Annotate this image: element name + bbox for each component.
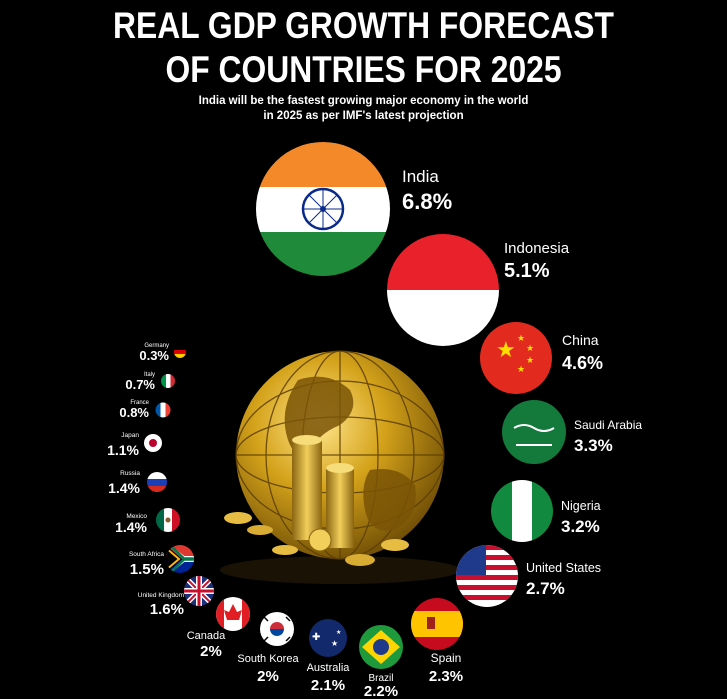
france-flag [155, 402, 171, 418]
country-name-france: France [130, 400, 149, 406]
mexico-flag [156, 508, 180, 532]
china-flag: ★ ★ ★ ★ ★ [480, 322, 552, 394]
nigeria-flag [491, 480, 553, 542]
flag-layer: ★ ★ ★ ★ ★ [144, 142, 566, 669]
south-korea-flag [260, 612, 294, 646]
svg-text:★: ★ [517, 365, 525, 375]
brazil-flag [359, 625, 403, 669]
country-name-united-kingdom: United Kingdom [138, 592, 184, 599]
russia-flag [147, 472, 167, 492]
country-name-japan: Japan [121, 432, 139, 439]
indonesia-flag [387, 234, 499, 346]
japan-flag [144, 434, 162, 452]
growth-value-south-africa: 1.5% [130, 561, 164, 578]
australia-flag: ✚ ★ ★ [309, 619, 347, 657]
growth-value-france: 0.8% [119, 405, 149, 420]
svg-text:★: ★ [517, 334, 525, 344]
svg-text:★: ★ [526, 344, 534, 354]
growth-value-canada: 2% [200, 643, 222, 660]
country-name-italy: Italy [144, 372, 155, 378]
country-name-russia: Russia [120, 470, 140, 477]
united-states-flag [456, 545, 518, 607]
growth-value-italy: 0.7% [125, 377, 155, 392]
svg-text:★: ★ [331, 639, 338, 648]
growth-value-japan: 1.1% [107, 442, 139, 458]
growth-value-united-states: 2.7% [526, 579, 565, 598]
svg-text:★: ★ [496, 338, 516, 363]
growth-value-india: 6.8% [402, 189, 452, 214]
growth-value-saudi-arabia: 3.3% [574, 436, 613, 455]
south-africa-flag [166, 545, 194, 573]
country-name-australia: Australia [307, 662, 351, 674]
country-name-south-korea: South Korea [237, 653, 299, 665]
country-name-india: India [402, 167, 439, 186]
country-name-canada: Canada [187, 630, 226, 642]
growth-value-germany: 0.3% [139, 348, 169, 363]
united-kingdom-flag [184, 576, 214, 606]
growth-value-indonesia: 5.1% [504, 260, 550, 282]
canada-flag [216, 597, 250, 631]
country-name-brazil: Brazil [368, 673, 393, 684]
title-line-1: REAL GDP GROWTH FORECAST [113, 5, 614, 46]
growth-value-united-kingdom: 1.6% [150, 601, 184, 618]
svg-text:★: ★ [336, 629, 341, 636]
country-labels: India 6.8% Indonesia 5.1% China 4.6% Saudi Ara… [107, 167, 642, 699]
growth-value-china: 4.6% [562, 353, 603, 373]
growth-value-australia: 2.1% [311, 677, 345, 694]
country-name-spain: Spain [431, 651, 462, 665]
country-name-saudi-arabia: Saudi Arabia [574, 418, 642, 432]
svg-text:✚: ✚ [312, 632, 320, 643]
subtitle-line-2: in 2025 as per IMF's latest projection [263, 110, 464, 122]
chart-title: REAL GDP GROWTH FORECAST OF COUNTRIES FO… [51, 4, 676, 92]
growth-value-russia: 1.4% [108, 480, 140, 496]
india-flag [256, 142, 390, 276]
country-name-indonesia: Indonesia [504, 240, 570, 257]
growth-value-spain: 2.3% [429, 668, 463, 685]
country-name-united-states: United States [526, 561, 601, 575]
italy-flag [161, 374, 175, 388]
country-name-south-africa: South Africa [129, 551, 164, 558]
growth-value-nigeria: 3.2% [561, 517, 600, 536]
subtitle-line-1: India will be the fastest growing major … [198, 95, 529, 107]
coin-stacks [224, 435, 409, 566]
title-line-2: OF COUNTRIES FOR 2025 [165, 49, 562, 90]
country-name-nigeria: Nigeria [561, 499, 601, 513]
germany-flag [174, 346, 186, 358]
chart-subtitle: India will be the fastest growing major … [0, 94, 727, 124]
country-name-germany: Germany [144, 343, 169, 349]
spain-flag [411, 598, 463, 650]
growth-value-mexico: 1.4% [115, 519, 147, 535]
saudi-arabia-flag [502, 400, 566, 464]
globe-illustration [220, 350, 460, 584]
growth-value-brazil: 2.2% [364, 683, 398, 699]
growth-value-south-korea: 2% [257, 668, 279, 685]
country-name-china: China [562, 332, 599, 348]
svg-text:★: ★ [526, 356, 534, 366]
country-name-mexico: Mexico [126, 513, 147, 520]
